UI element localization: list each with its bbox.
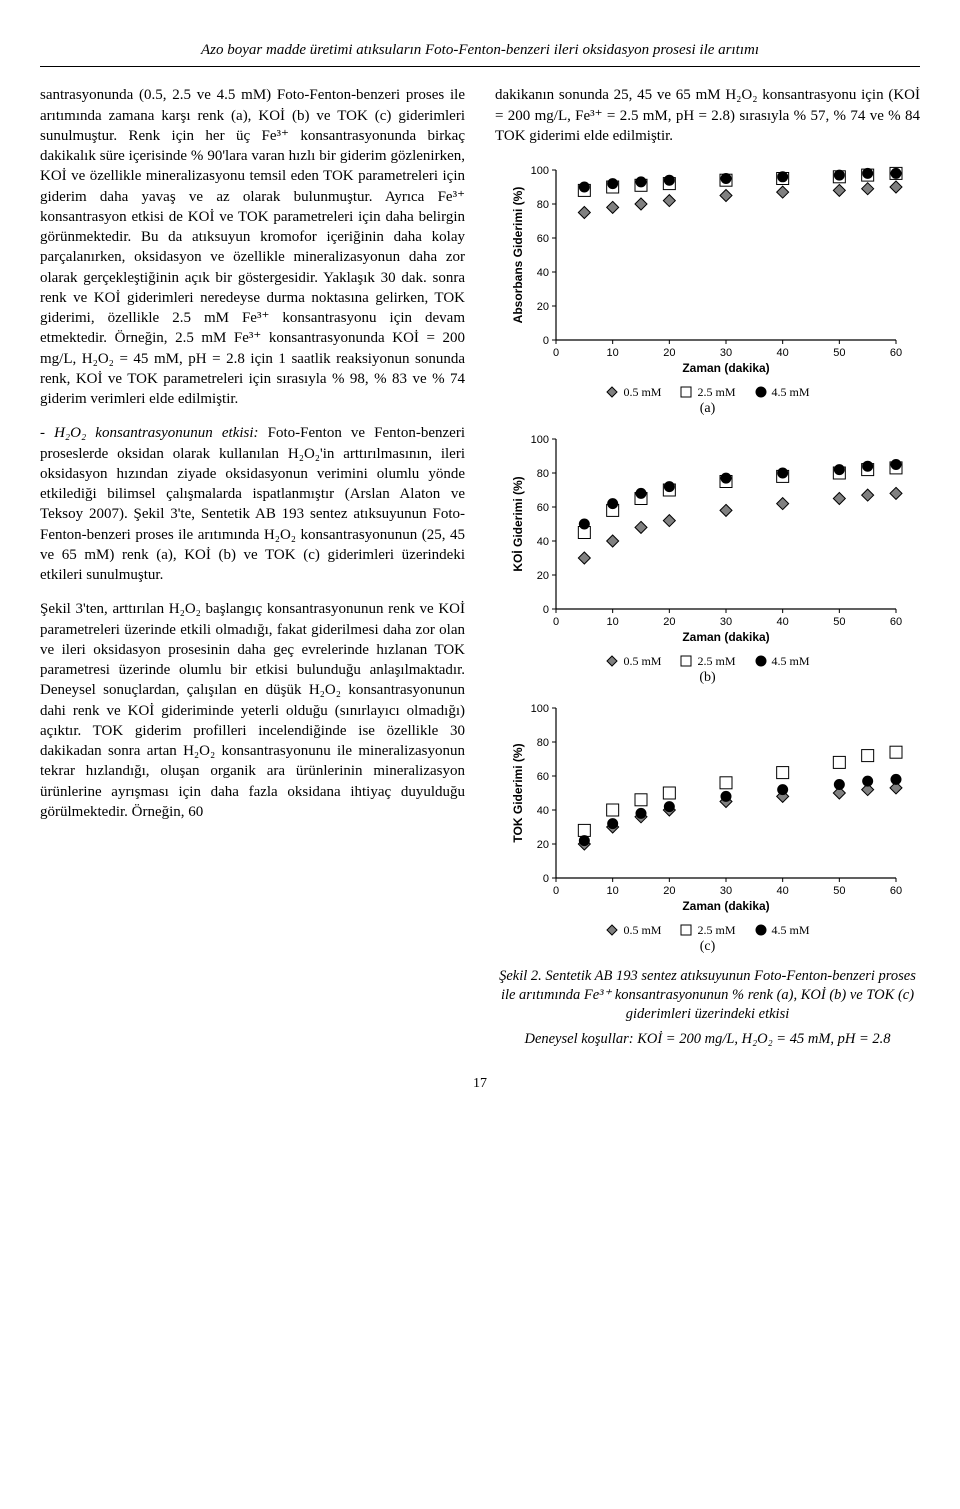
svg-text:60: 60	[889, 347, 901, 359]
left-para-1: santrasyonunda (0.5, 2.5 ve 4.5 mM) Foto…	[40, 85, 465, 409]
svg-text:50: 50	[833, 616, 845, 628]
svg-text:0: 0	[552, 885, 558, 897]
svg-text:60: 60	[536, 771, 548, 783]
legend-item: 0.5 mM	[605, 922, 661, 938]
svg-text:0: 0	[552, 616, 558, 628]
svg-text:20: 20	[663, 885, 675, 897]
svg-text:0: 0	[542, 604, 548, 616]
svg-text:40: 40	[536, 267, 548, 279]
chart-b-legend: 0.5 mM 2.5 mM 4.5 mM	[495, 653, 920, 669]
legend-item: 2.5 mM	[679, 922, 735, 938]
svg-text:40: 40	[536, 536, 548, 548]
svg-text:10: 10	[606, 347, 618, 359]
svg-text:Zaman (dakika): Zaman (dakika)	[682, 361, 769, 375]
svg-text:100: 100	[530, 703, 548, 715]
svg-text:20: 20	[536, 839, 548, 851]
svg-text:10: 10	[606, 885, 618, 897]
legend-item: 2.5 mM	[679, 384, 735, 400]
legend-item: 4.5 mM	[754, 922, 810, 938]
svg-text:0: 0	[552, 347, 558, 359]
svg-text:30: 30	[719, 347, 731, 359]
svg-text:20: 20	[663, 616, 675, 628]
inline-heading: - H₂O₂ konsantrasyonunun etkisi:	[40, 425, 259, 441]
chart-c: 0 10 20 30 40 50 60 0 20 40 60 80 100 Zaman (dakika) T…	[508, 698, 908, 918]
chart-b: 0 10 20 30 40 50 60 0 20 40 60 80 100 Zaman (dakika) K…	[508, 429, 908, 649]
two-column-layout: santrasyonunda (0.5, 2.5 ve 4.5 mM) Foto…	[40, 85, 920, 1048]
svg-text:40: 40	[776, 616, 788, 628]
svg-text:Zaman (dakika): Zaman (dakika)	[682, 899, 769, 913]
legend-item: 4.5 mM	[754, 384, 810, 400]
svg-text:20: 20	[536, 570, 548, 582]
legend-item: 4.5 mM	[754, 653, 810, 669]
page-number: 17	[40, 1075, 920, 1094]
left-para-3: Şekil 3'ten, arttırılan H₂O₂ başlangıç k…	[40, 599, 465, 822]
svg-text:40: 40	[776, 347, 788, 359]
svg-text:100: 100	[530, 434, 548, 446]
svg-text:50: 50	[833, 885, 845, 897]
figure-caption: Şekil 2. Sentetik AB 193 sentez atıksuyu…	[495, 967, 920, 1024]
svg-text:KOİ Giderimi (%): KOİ Giderimi (%)	[510, 476, 525, 571]
svg-text:40: 40	[776, 885, 788, 897]
header-rule	[40, 66, 920, 67]
svg-text:80: 80	[536, 199, 548, 211]
chart-a-sublabel: (a)	[495, 400, 920, 419]
svg-text:60: 60	[536, 502, 548, 514]
chart-a-legend: 0.5 mM 2.5 mM 4.5 mM	[495, 384, 920, 400]
svg-text:60: 60	[536, 233, 548, 245]
svg-text:TOK Giderimi (%): TOK Giderimi (%)	[511, 744, 525, 843]
chart-a: 0 10 20 30 40 50 60 0 20 40 60 80 100 Zaman (dakika) A…	[508, 160, 908, 380]
svg-text:20: 20	[663, 347, 675, 359]
svg-text:10: 10	[606, 616, 618, 628]
svg-text:80: 80	[536, 737, 548, 749]
svg-text:80: 80	[536, 468, 548, 480]
right-column: dakikanın sonunda 25, 45 ve 65 mM H₂O₂ k…	[495, 85, 920, 1048]
chart-b-sublabel: (b)	[495, 669, 920, 688]
legend-item: 2.5 mM	[679, 653, 735, 669]
svg-text:0: 0	[542, 873, 548, 885]
chart-c-sublabel: (c)	[495, 938, 920, 957]
left-column: santrasyonunda (0.5, 2.5 ve 4.5 mM) Foto…	[40, 85, 465, 1048]
svg-text:40: 40	[536, 805, 548, 817]
svg-text:30: 30	[719, 616, 731, 628]
svg-text:100: 100	[530, 165, 548, 177]
svg-text:Zaman (dakika): Zaman (dakika)	[682, 630, 769, 644]
legend-item: 0.5 mM	[605, 384, 661, 400]
svg-text:Absorbans Giderimi (%): Absorbans Giderimi (%)	[511, 187, 525, 324]
figure-conditions: Deneysel koşullar: KOİ = 200 mg/L, H₂O₂ …	[495, 1030, 920, 1049]
svg-text:20: 20	[536, 301, 548, 313]
left-para-2: - H₂O₂ konsantrasyonunun etkisi: Foto-Fe…	[40, 423, 465, 585]
right-intro: dakikanın sonunda 25, 45 ve 65 mM H₂O₂ k…	[495, 85, 920, 146]
svg-text:60: 60	[889, 616, 901, 628]
left-para-2-rest: Foto-Fenton ve Fenton-benzeri proseslerd…	[40, 425, 465, 583]
svg-text:30: 30	[719, 885, 731, 897]
running-head: Azo boyar madde üretimi atıksuların Foto…	[40, 40, 920, 60]
legend-item: 0.5 mM	[605, 653, 661, 669]
svg-text:60: 60	[889, 885, 901, 897]
svg-text:0: 0	[542, 335, 548, 347]
chart-c-legend: 0.5 mM 2.5 mM 4.5 mM	[495, 922, 920, 938]
svg-text:50: 50	[833, 347, 845, 359]
